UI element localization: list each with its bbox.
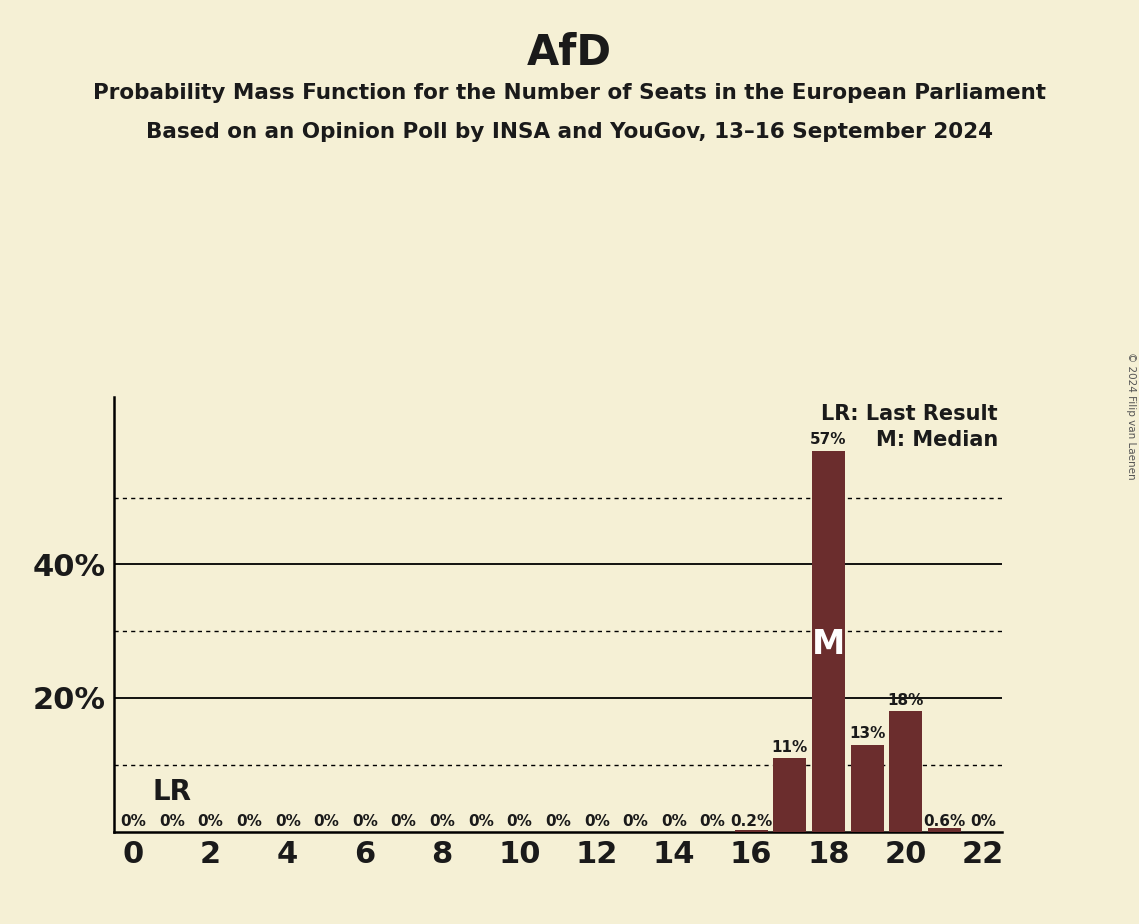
Text: 18%: 18%: [887, 693, 924, 708]
Text: 0%: 0%: [699, 814, 726, 829]
Text: AfD: AfD: [527, 32, 612, 74]
Text: Based on an Opinion Poll by INSA and YouGov, 13–16 September 2024: Based on an Opinion Poll by INSA and You…: [146, 122, 993, 142]
Text: LR: Last Result: LR: Last Result: [821, 404, 998, 424]
Text: 0%: 0%: [313, 814, 339, 829]
Bar: [773, 758, 806, 832]
Text: 0%: 0%: [546, 814, 571, 829]
Bar: [735, 831, 768, 832]
Bar: [851, 745, 884, 832]
Bar: [890, 711, 923, 832]
Text: 13%: 13%: [849, 726, 885, 741]
Text: 57%: 57%: [810, 432, 846, 447]
Text: M: M: [812, 628, 845, 661]
Text: 0%: 0%: [661, 814, 687, 829]
Text: 0%: 0%: [159, 814, 185, 829]
Text: 0%: 0%: [121, 814, 146, 829]
Text: 0%: 0%: [197, 814, 223, 829]
Text: 0.6%: 0.6%: [924, 814, 966, 829]
Text: 0%: 0%: [622, 814, 648, 829]
Text: 0%: 0%: [584, 814, 609, 829]
Text: Probability Mass Function for the Number of Seats in the European Parliament: Probability Mass Function for the Number…: [93, 83, 1046, 103]
Text: 0%: 0%: [352, 814, 378, 829]
Text: © 2024 Filip van Laenen: © 2024 Filip van Laenen: [1125, 352, 1136, 480]
Text: 0%: 0%: [236, 814, 262, 829]
Bar: [812, 451, 845, 832]
Bar: [928, 828, 961, 832]
Text: 0%: 0%: [970, 814, 995, 829]
Text: 0%: 0%: [391, 814, 417, 829]
Text: 0%: 0%: [507, 814, 532, 829]
Text: 0%: 0%: [429, 814, 456, 829]
Text: 0.2%: 0.2%: [730, 814, 772, 829]
Text: M: Median: M: Median: [876, 430, 998, 450]
Text: LR: LR: [153, 777, 191, 806]
Text: 0%: 0%: [468, 814, 494, 829]
Text: 11%: 11%: [772, 740, 808, 755]
Text: 0%: 0%: [274, 814, 301, 829]
